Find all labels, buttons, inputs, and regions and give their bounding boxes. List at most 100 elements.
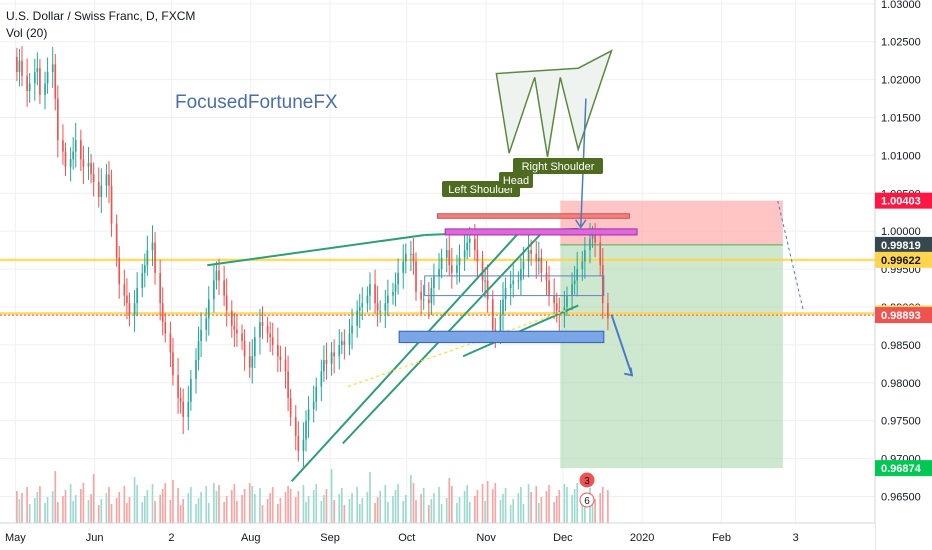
volume-bar [251, 486, 254, 523]
volume-bar [448, 478, 451, 523]
candle-body [427, 299, 430, 304]
volume-bar [146, 490, 149, 523]
candle-body [361, 303, 364, 307]
volume-bar [517, 493, 520, 523]
time-tick-label: Sep [320, 532, 340, 544]
candle-body [128, 303, 131, 315]
candle-body [394, 284, 397, 292]
candle-body [230, 310, 233, 326]
volume-bar [169, 500, 172, 523]
candle-body [143, 265, 146, 273]
candle-body [387, 295, 389, 304]
watermark-text: FocusedFortuneFX [175, 92, 338, 113]
volume-bar [445, 498, 448, 523]
volume-bar [502, 494, 504, 523]
candle-body [72, 151, 75, 160]
volume-bar [100, 499, 103, 523]
candle-body [410, 253, 412, 255]
candle-body [110, 185, 113, 224]
volume-bar [509, 505, 512, 523]
candle-body [123, 284, 126, 296]
candle-body [463, 250, 466, 258]
candle-body [277, 344, 279, 357]
candle-body [115, 223, 118, 258]
volume-bar [28, 504, 31, 523]
volume-bar [348, 499, 351, 523]
volume-bar [46, 497, 49, 523]
candle-body [218, 270, 220, 281]
candle-body [233, 325, 236, 330]
time-tick-label: Feb [712, 532, 731, 544]
time-tick-label: Jun [86, 532, 104, 544]
volume-bar [607, 490, 609, 523]
price-tick-label: 0.97500 [881, 416, 921, 428]
drawings [207, 49, 804, 482]
volume-bar [87, 500, 90, 523]
volume-bar [343, 505, 346, 523]
outline-box [424, 275, 605, 297]
volume-bar [190, 487, 192, 523]
price-tag-label: 0.99819 [881, 240, 921, 252]
candle-body [356, 310, 358, 326]
volume-bar [179, 505, 182, 523]
candle-body [223, 280, 225, 296]
volume-bar [415, 500, 417, 523]
target-arrow-head [624, 367, 634, 377]
volume-bar [172, 480, 174, 523]
volume-bar [427, 505, 430, 523]
volume-bar [320, 501, 323, 523]
volume-bar [294, 497, 297, 523]
candle-body [450, 265, 453, 273]
candle-body [481, 261, 484, 281]
upper-trendline [207, 233, 425, 267]
volume-bar [56, 502, 59, 523]
candle-body [591, 234, 594, 239]
pattern-label-bg [499, 172, 533, 188]
volume-bar [555, 496, 558, 523]
candle-body [259, 322, 261, 338]
candle-body [576, 269, 579, 281]
volume-bar [105, 493, 108, 523]
volume-bar [108, 487, 110, 523]
candle-body [87, 162, 90, 167]
volume-title: Vol (20) [6, 26, 48, 40]
volume-bar [123, 486, 126, 523]
time-axis-bg [0, 523, 875, 550]
price-tag-bg [875, 236, 932, 253]
candle-body [415, 261, 417, 292]
candle-body [80, 140, 82, 160]
volume-bar [16, 491, 18, 523]
candle-body [466, 242, 469, 251]
volume-bar [305, 502, 307, 523]
candle-body [468, 238, 471, 243]
volume-bar [325, 489, 328, 523]
volume-bar [540, 497, 543, 523]
volume-bar [284, 492, 287, 523]
volume-bar [312, 490, 315, 523]
volume-bar [520, 487, 522, 523]
volume-bar [548, 485, 550, 523]
candle-body [445, 250, 448, 258]
candle-body [589, 238, 591, 251]
target-arrow-line [610, 314, 633, 376]
volume-bar [491, 489, 494, 523]
volume-bar [537, 503, 540, 523]
volume-bar [261, 505, 264, 523]
volume-bar [92, 474, 95, 523]
candle-body [312, 401, 315, 410]
candle-body [366, 295, 369, 304]
candle-body [18, 60, 21, 73]
candle-body [412, 253, 415, 262]
volume-bar [333, 500, 335, 523]
candle-body [307, 409, 310, 421]
volume-bar [376, 497, 379, 523]
candle-body [601, 265, 604, 304]
candle-body [97, 181, 100, 198]
candle-body [527, 250, 530, 262]
candle-body [379, 310, 382, 312]
price-tick-label: 0.98500 [881, 340, 921, 352]
event-marker [579, 492, 595, 508]
price-tick-label: 1.01000 [881, 150, 921, 162]
